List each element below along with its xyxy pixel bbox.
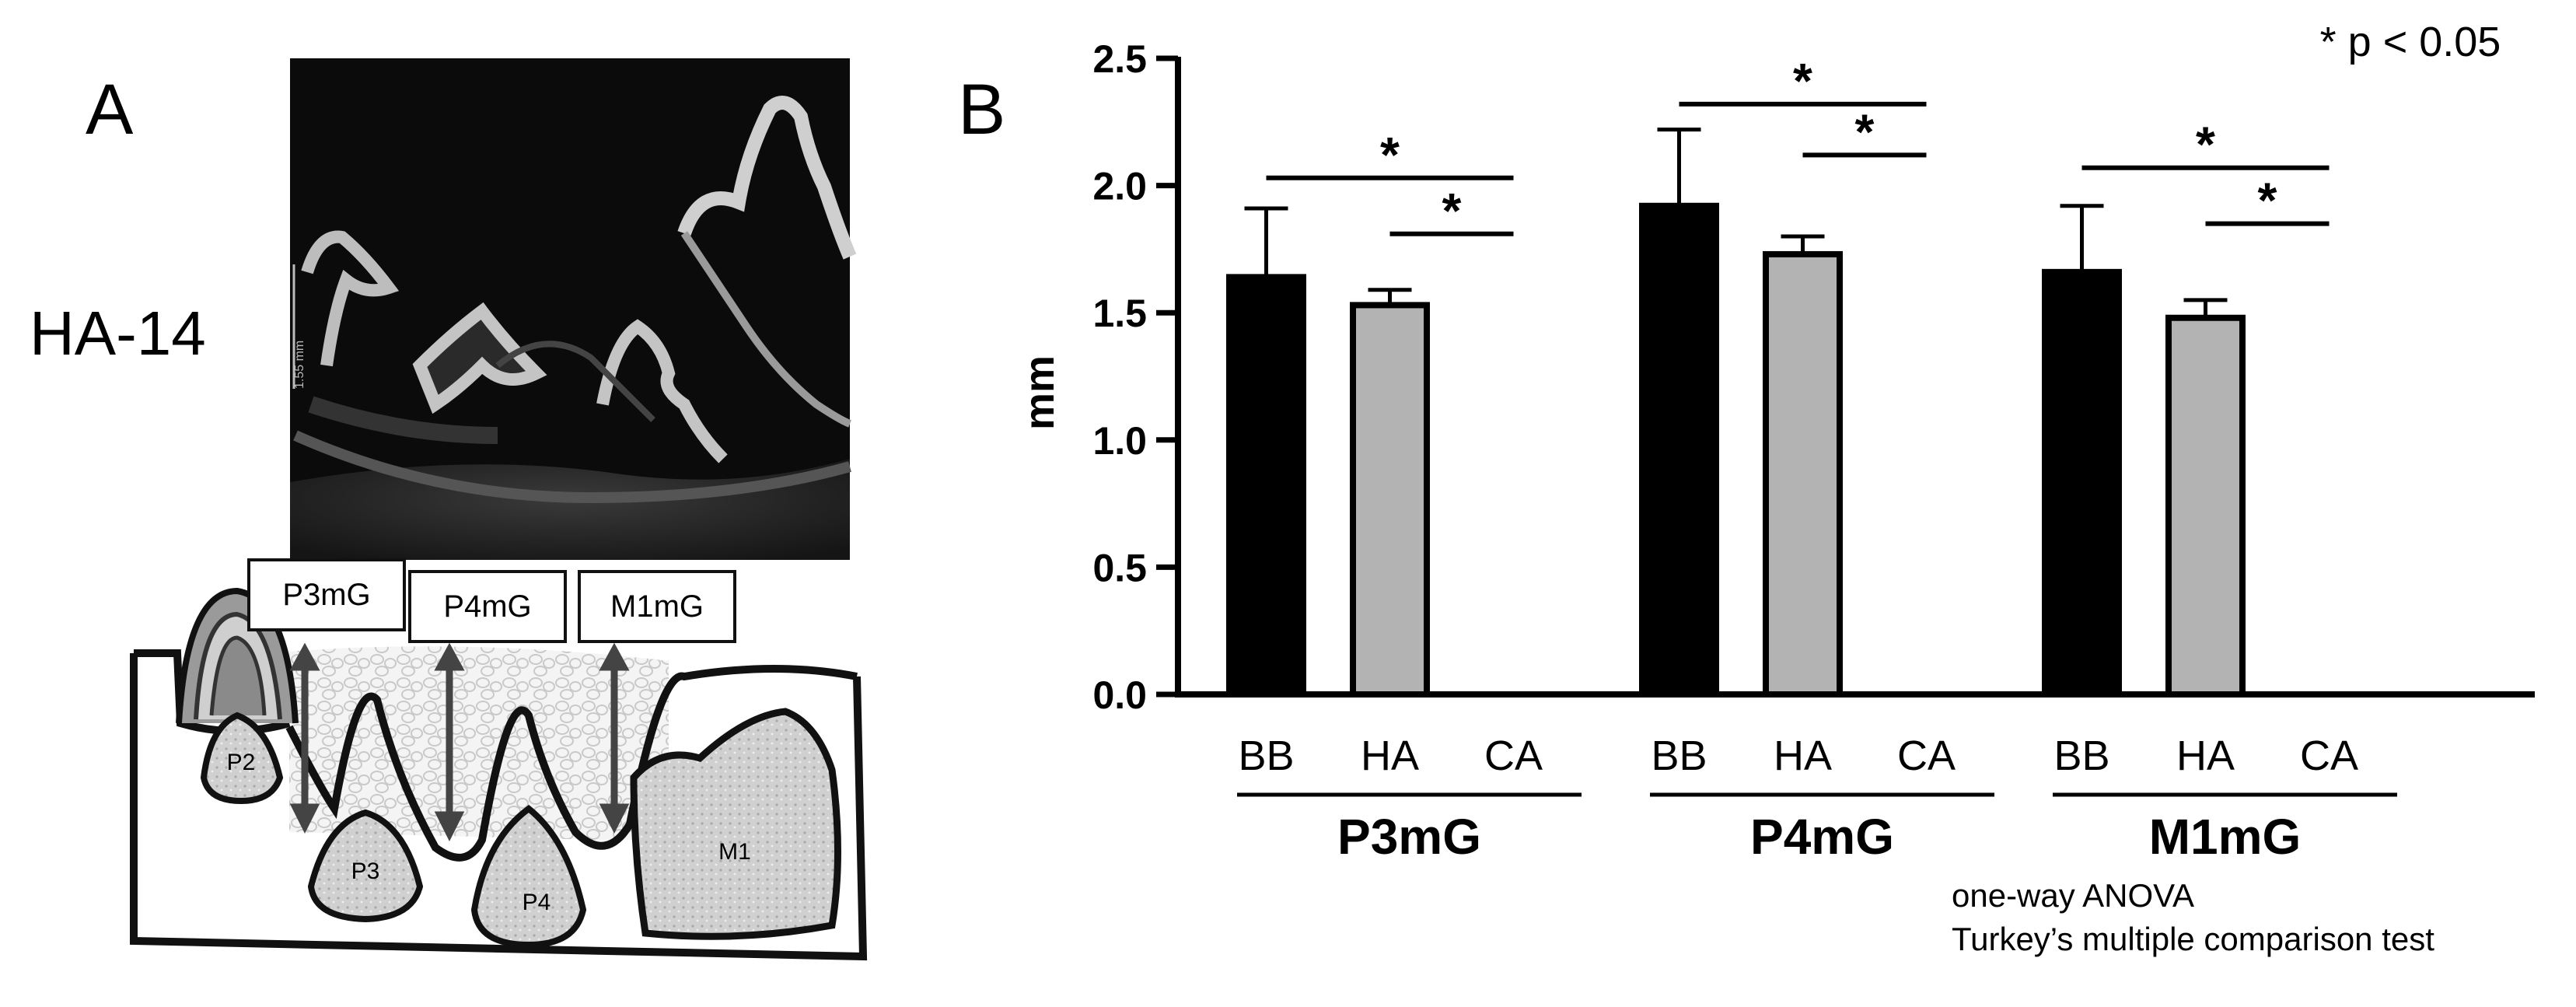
region-label-text: P4mG [443,589,531,624]
significance-star: * [1855,103,1875,159]
tooth-label-p3: P3 [351,858,380,884]
region-label-p4mg: P4mG [408,570,567,643]
micro-ct-image: 1.55 mm [290,58,857,560]
group-label: P4mG [1750,809,1894,865]
significance-star: * [1793,53,1812,109]
y-tick-label: 2.5 [1092,37,1147,81]
category-tick-label: HA [2176,733,2235,779]
region-label-text: M1mG [610,589,704,624]
tooth-label-p2: P2 [227,750,256,775]
significance-legend: * p < 0.05 [2320,19,2501,65]
tooth-label-p4: P4 [523,890,551,915]
scale-bar-label: 1.55 mm [293,341,306,389]
panel-a: A HA-14 1.55 mm [30,58,868,961]
bar-m1mg-bb [2042,268,2122,698]
region-label-p3mg: P3mG [247,558,406,631]
y-tick-label: 0.5 [1092,546,1147,589]
y-tick-label: 0.0 [1092,673,1147,717]
significance-star: * [2258,173,2277,229]
group-label: P3mG [1337,809,1481,865]
tooth-label-m1: M1 [718,839,751,865]
category-tick-label: CA [1897,733,1956,779]
region-label-text: P3mG [282,578,370,612]
category-tick-label: HA [1774,733,1832,779]
y-tick-label: 1.5 [1092,292,1147,335]
y-axis-label: mm [1016,355,1063,430]
category-tick-label: HA [1361,733,1419,779]
category-tick-label: CA [1484,733,1543,779]
panel-b-bar-chart: B mm * p < 0.05 one-way ANOVA Turkey’s m… [958,19,2535,957]
methods-note-line-2: Turkey’s multiple comparison test [1952,921,2434,957]
region-label-m1mg: M1mG [578,570,736,643]
methods-note-line-1: one-way ANOVA [1952,877,2194,914]
panel-a-letter: A [86,70,134,149]
bar-p3mg-ha [1350,302,1430,698]
category-tick-label: BB [2053,733,2109,779]
bar-p3mg-bb [1226,274,1306,698]
bar-p4mg-bb [1639,202,1719,698]
panel-b-letter: B [958,70,1005,149]
group-label: M1mG [2149,809,2302,865]
significance-star: * [1380,127,1400,183]
bar-p4mg-ha [1763,250,1843,698]
tooth-schematic [130,587,868,961]
significance-star: * [1442,183,1462,239]
y-tick-label: 1.0 [1092,419,1147,463]
category-tick-label: BB [1651,733,1707,779]
category-tick-label: CA [2300,733,2358,779]
bar-m1mg-ha [2165,314,2246,698]
y-tick-label: 2.0 [1092,165,1147,208]
significance-star: * [2196,117,2215,173]
sample-label: HA-14 [30,299,206,368]
category-tick-label: BB [1238,733,1294,779]
